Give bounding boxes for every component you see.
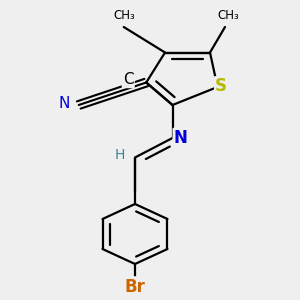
Text: H: H [115,148,125,162]
Text: N: N [174,129,188,147]
Text: C: C [123,72,134,87]
Text: N: N [59,96,70,111]
Text: CH₃: CH₃ [218,9,240,22]
Text: S: S [215,77,227,95]
Text: CH₃: CH₃ [113,9,135,22]
Text: Br: Br [124,278,146,296]
